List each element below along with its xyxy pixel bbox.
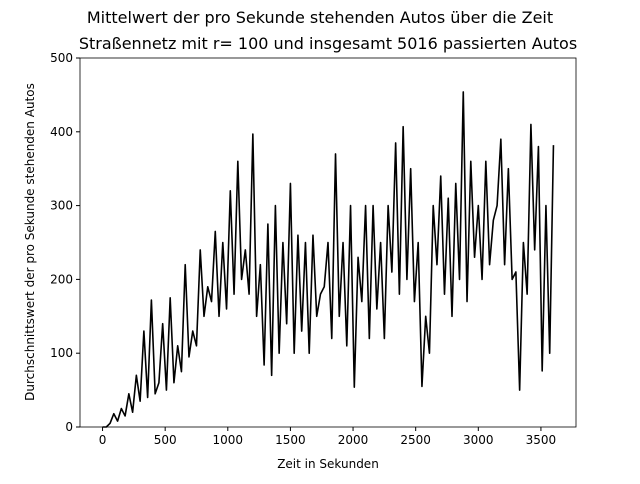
- x-tick-label: 2000: [338, 433, 369, 447]
- y-tick-label: 500: [50, 51, 73, 65]
- y-tick-label: 0: [65, 420, 73, 434]
- x-tick-label: 0: [99, 433, 107, 447]
- x-tick-label: 1500: [275, 433, 306, 447]
- x-tick-label: 3000: [463, 433, 494, 447]
- plot-frame: [79, 57, 577, 428]
- chart-subtitle: Straßennetz mit r= 100 und insgesamt 501…: [79, 34, 577, 53]
- x-tick-label: 500: [154, 433, 177, 447]
- y-axis-label: Durchschnittswert der pro Sekunde stehen…: [23, 83, 37, 401]
- x-tick-label: 2500: [400, 433, 431, 447]
- x-tick-label: 3500: [526, 433, 557, 447]
- x-tick-label: 1000: [213, 433, 244, 447]
- y-tick-label: 400: [50, 125, 73, 139]
- y-tick-label: 100: [50, 346, 73, 360]
- y-tick-label: 200: [50, 272, 73, 286]
- y-tick-label: 300: [50, 199, 73, 213]
- chart-title: Mittelwert der pro Sekunde stehenden Aut…: [87, 8, 553, 27]
- data-line: [102, 91, 555, 428]
- x-axis-label: Zeit in Sekunden: [277, 457, 379, 471]
